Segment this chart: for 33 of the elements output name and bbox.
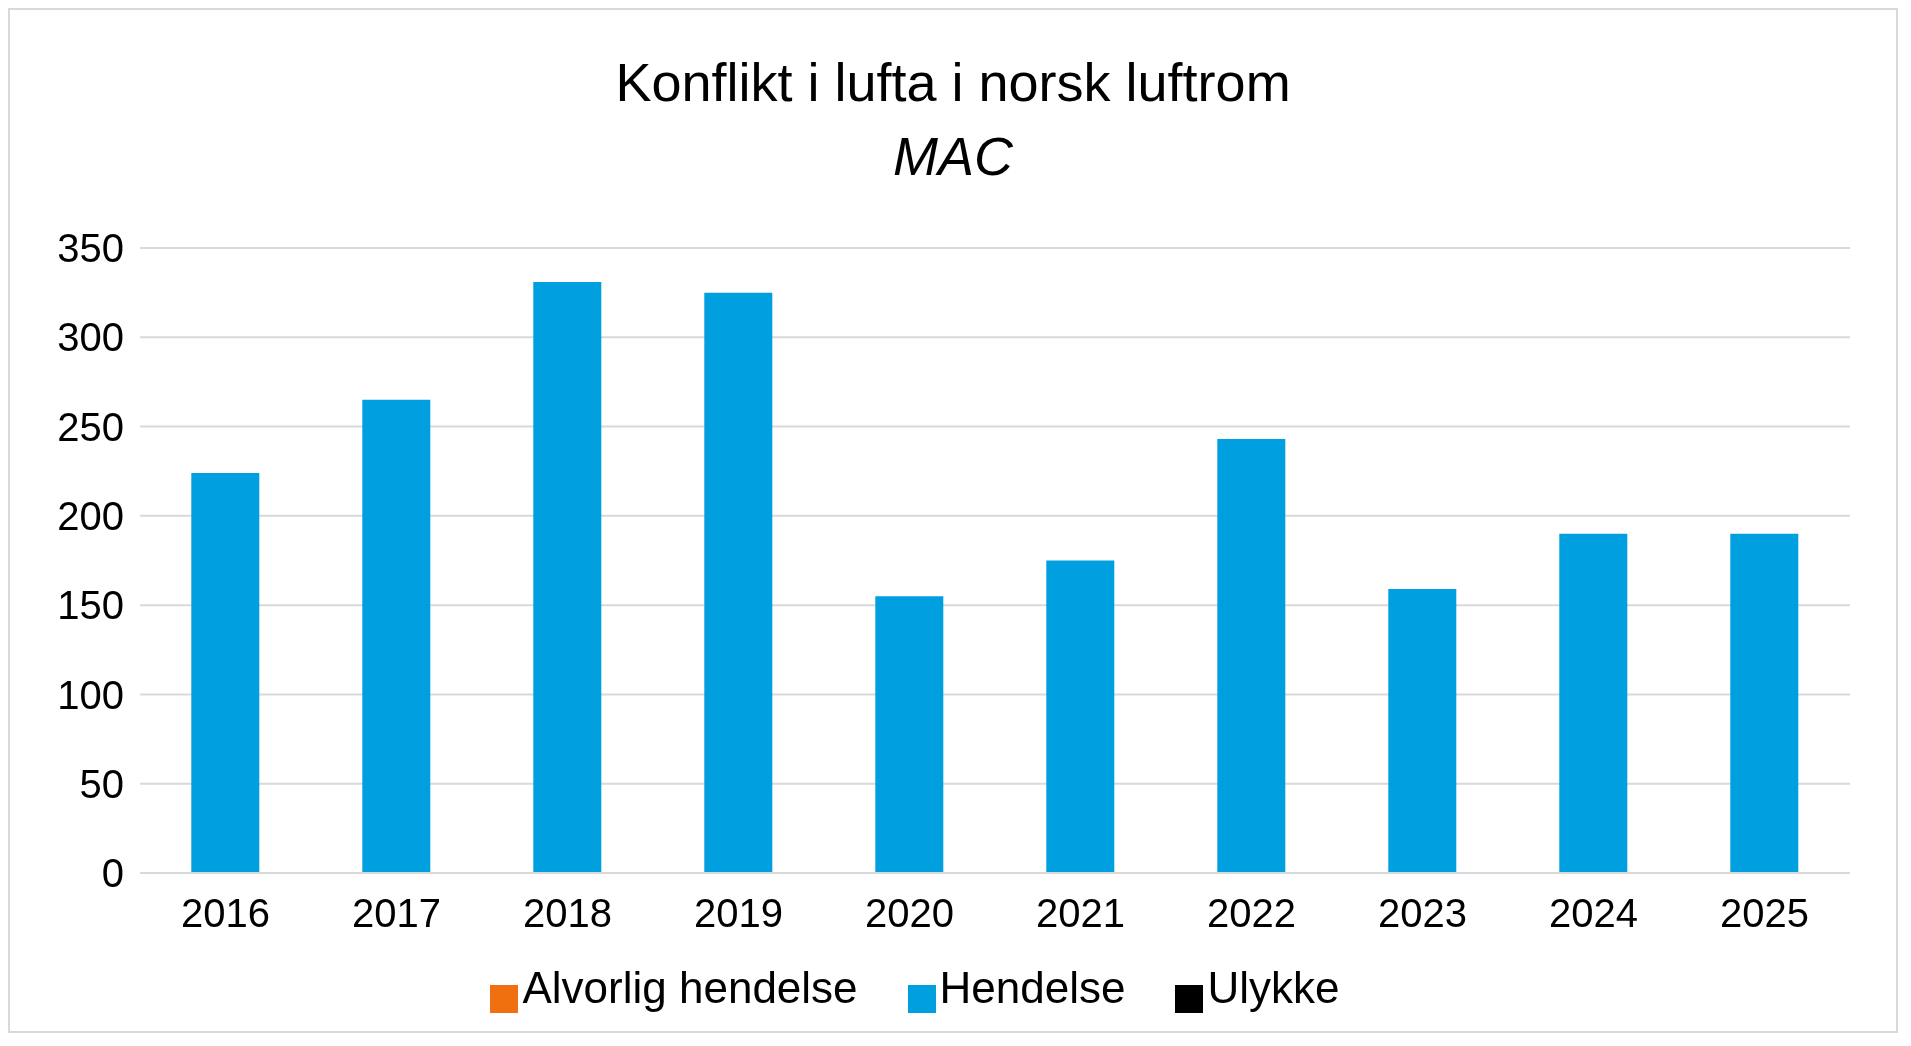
y-tick-label: 50 — [79, 761, 124, 806]
bar — [1559, 533, 1628, 873]
bar — [704, 292, 773, 873]
y-tick-label: 250 — [57, 404, 124, 449]
bar — [191, 473, 260, 873]
chart-subtitle: MAC — [892, 125, 1014, 188]
x-tick-label: 2025 — [1720, 891, 1809, 936]
x-tick-label: 2023 — [1378, 891, 1467, 936]
bar — [1217, 439, 1286, 873]
y-tick-label: 100 — [57, 672, 124, 717]
x-tick-label: 2020 — [865, 891, 954, 936]
x-tick-label: 2018 — [523, 891, 612, 936]
bar — [1388, 589, 1457, 873]
chart-title: Konflikt i lufta i norsk luftrom — [614, 51, 1292, 114]
y-tick-label: 350 — [57, 226, 124, 271]
x-tick-label: 2021 — [1036, 891, 1125, 936]
bar — [1730, 533, 1799, 873]
x-tick-label: 2022 — [1207, 891, 1296, 936]
legend-label: Ulykke — [1207, 963, 1340, 1012]
y-tick-label: 0 — [101, 851, 124, 896]
x-tick-label: 2024 — [1549, 891, 1638, 936]
x-tick-label: 2019 — [694, 891, 783, 936]
x-tick-label: 2017 — [352, 891, 441, 936]
legend-label: Alvorlig hendelse — [522, 963, 858, 1012]
y-tick-label: 150 — [57, 583, 124, 628]
y-tick-label: 300 — [57, 315, 124, 360]
bar — [533, 281, 602, 873]
x-tick-label: 2016 — [181, 891, 270, 936]
y-tick-label: 200 — [57, 494, 124, 539]
bar — [1046, 560, 1115, 873]
legend-label: Hendelse — [939, 963, 1126, 1012]
bar — [362, 399, 431, 873]
bar — [875, 596, 944, 873]
